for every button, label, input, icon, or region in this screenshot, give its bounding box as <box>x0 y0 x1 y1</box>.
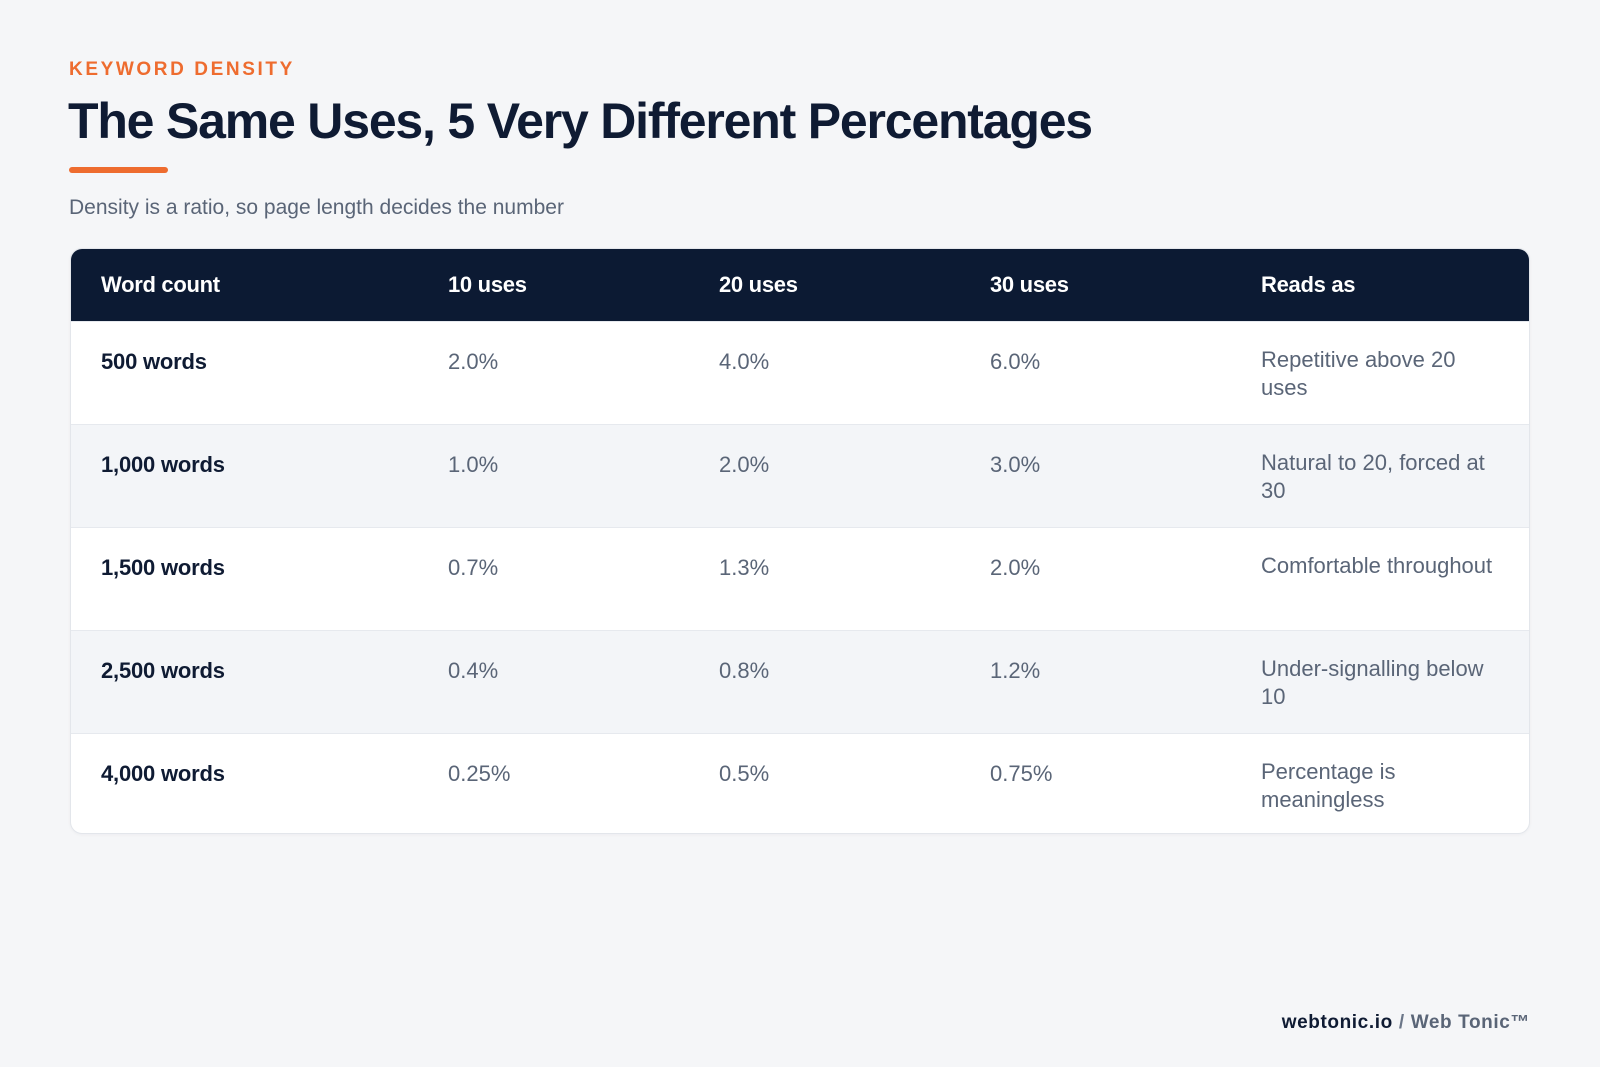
row-label: 2,500 words <box>101 658 225 683</box>
cell-reads-as: Under-signalling below 10 <box>1261 656 1484 709</box>
cell-10-uses: 0.25% <box>448 761 511 786</box>
title-underline <box>69 167 168 173</box>
cell-20-uses: 0.5% <box>719 761 770 786</box>
footer-domain: webtonic.io <box>1281 1012 1393 1033</box>
page-title: The Same Uses, 5 Very Different Percenta… <box>68 93 1093 149</box>
row-label: 1,000 words <box>101 452 225 477</box>
eyebrow-label: KEYWORD DENSITY <box>69 59 295 80</box>
cell-20-uses: 4.0% <box>719 349 770 374</box>
table-row: 1,000 words 1.0% 2.0% 3.0% Natural to 20… <box>71 424 1529 527</box>
table-row: 1,500 words 0.7% 1.3% 2.0% Comfortable t… <box>71 527 1529 630</box>
table-row: 500 words 2.0% 4.0% 6.0% Repetitive abov… <box>71 321 1529 424</box>
density-table: Word count 10 uses 20 uses 30 uses Reads… <box>70 248 1530 834</box>
cell-reads-as: Comfortable throughout <box>1261 553 1493 578</box>
cell-10-uses: 1.0% <box>448 452 499 477</box>
cell-30-uses: 0.75% <box>990 761 1053 786</box>
table-row: 4,000 words 0.25% 0.5% 0.75% Percentage … <box>71 733 1529 833</box>
cell-10-uses: 0.7% <box>448 555 499 580</box>
column-header-reads-as: Reads as <box>1261 272 1356 297</box>
table-row: 2,500 words 0.4% 0.8% 1.2% Under-signall… <box>71 630 1529 733</box>
row-label: 4,000 words <box>101 761 225 786</box>
footer-credit: webtonic.io / Web Tonic™ <box>1282 1012 1530 1034</box>
table-header-row: Word count 10 uses 20 uses 30 uses Reads… <box>71 249 1529 321</box>
cell-reads-as: Natural to 20, forced at 30 <box>1261 450 1485 503</box>
cell-30-uses: 3.0% <box>990 452 1041 477</box>
cell-30-uses: 2.0% <box>990 555 1041 580</box>
cell-30-uses: 1.2% <box>990 658 1041 683</box>
column-header-word-count: Word count <box>101 272 220 297</box>
cell-30-uses: 6.0% <box>990 349 1041 374</box>
cell-20-uses: 1.3% <box>719 555 770 580</box>
cell-10-uses: 0.4% <box>448 658 499 683</box>
cell-20-uses: 2.0% <box>719 452 770 477</box>
footer-brand: Web Tonic™ <box>1410 1012 1530 1033</box>
row-label: 1,500 words <box>101 555 225 580</box>
column-header-20-uses: 20 uses <box>719 272 798 297</box>
column-header-30-uses: 30 uses <box>990 272 1069 297</box>
cell-reads-as: Percentage is meaningless <box>1261 759 1396 812</box>
cell-10-uses: 2.0% <box>448 349 499 374</box>
column-header-10-uses: 10 uses <box>448 272 527 297</box>
cell-reads-as: Repetitive above 20 uses <box>1261 347 1456 400</box>
footer-separator: / <box>1398 1012 1405 1033</box>
row-label: 500 words <box>101 349 207 374</box>
cell-20-uses: 0.8% <box>719 658 770 683</box>
page-subtitle: Density is a ratio, so page length decid… <box>69 196 564 219</box>
